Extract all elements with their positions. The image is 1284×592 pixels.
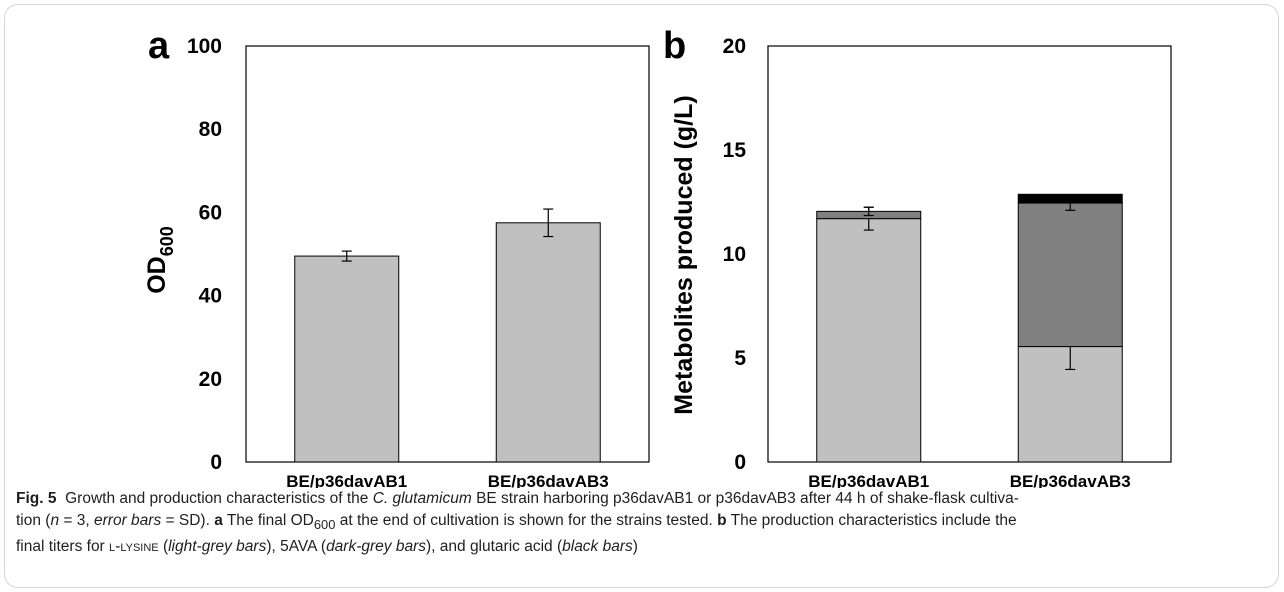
y-tick-label: 20	[199, 368, 222, 391]
panel-label-a: a	[148, 25, 170, 67]
caption-lysine: l-lysine	[109, 538, 159, 556]
caption-dark-grey: dark-grey bars	[326, 538, 426, 556]
caption-text: The final OD	[226, 512, 314, 529]
y-axis-label-a: OD600	[143, 226, 177, 294]
bars-a	[294, 208, 601, 463]
caption-subscript: 600	[313, 517, 336, 533]
caption-text: at the end of cultivation is shown for t…	[339, 512, 713, 529]
bar-segment	[816, 218, 922, 463]
x-tick-label: BE/p36davAB1	[286, 472, 407, 488]
bar-segment	[495, 222, 601, 463]
x-axis-b: BE/p36davAB1 BE/p36davAB3	[808, 472, 1130, 488]
y-tick-label: 15	[723, 139, 747, 162]
figure-frame	[4, 4, 1279, 588]
y-tick-label: 80	[199, 118, 222, 141]
caption-text: = SD).	[165, 512, 210, 529]
y-axis-a: 0 20 40 60 80 100	[187, 35, 222, 474]
bar-segment	[1017, 202, 1123, 348]
panel-label-b: b	[663, 25, 686, 67]
caption-black-bars: black bars	[562, 538, 633, 556]
caption-error-bars: error bars	[94, 512, 162, 529]
y-tick-label: 60	[199, 201, 222, 224]
y-tick-label: 0	[210, 451, 222, 474]
y-tick-label: 100	[187, 35, 222, 58]
y-axis-label-b: Metabolites produced (g/L)	[670, 95, 698, 414]
chart-b: b 0 5 10 15 20 BE/p36davAB1 BE/p36davAB3 Meta…	[663, 25, 1172, 488]
caption-light-grey: light-grey bars	[168, 538, 267, 556]
x-tick-label: BE/p36davAB1	[808, 472, 929, 488]
caption-panel-b: b	[717, 512, 727, 529]
y-tick-label: 5	[734, 347, 746, 370]
y-axis-b: 0 5 10 15 20	[723, 35, 747, 474]
plot-area-a	[245, 45, 650, 463]
y-tick-label: 20	[723, 35, 746, 58]
caption-text: Growth and production characteristics of…	[65, 490, 369, 507]
caption-text: tion (	[16, 512, 51, 529]
caption-text: ), and glutaric acid (	[426, 538, 563, 556]
plot-area-b	[767, 45, 1172, 463]
x-axis-a: BE/p36davAB1 BE/p36davAB3	[286, 472, 608, 488]
caption-text: BE strain harboring p36davAB1 or p36davA…	[476, 490, 1019, 507]
bar-segment	[1017, 193, 1123, 204]
figure-caption: Fig. 5 Growth and production characteris…	[16, 490, 1019, 556]
y-tick-label: 10	[723, 243, 746, 266]
caption-text: )	[632, 538, 638, 556]
caption-fig-label: Fig. 5	[16, 490, 57, 507]
caption-text: The production characteristics include t…	[730, 512, 1017, 529]
y-tick-label: 40	[199, 285, 222, 308]
caption-text: ), 5AVA (	[266, 538, 327, 556]
x-tick-label: BE/p36davAB3	[1010, 472, 1131, 488]
caption-text: = 3,	[63, 512, 90, 529]
caption-n: n	[50, 512, 60, 529]
caption-panel-a: a	[214, 512, 223, 529]
caption-text: final titers for	[16, 538, 105, 556]
caption-species: C. glutamicum	[372, 490, 472, 507]
x-tick-label: BE/p36davAB3	[488, 472, 609, 488]
bar-segment	[294, 255, 400, 463]
y-tick-label: 0	[734, 451, 746, 474]
bars-b	[816, 193, 1123, 463]
